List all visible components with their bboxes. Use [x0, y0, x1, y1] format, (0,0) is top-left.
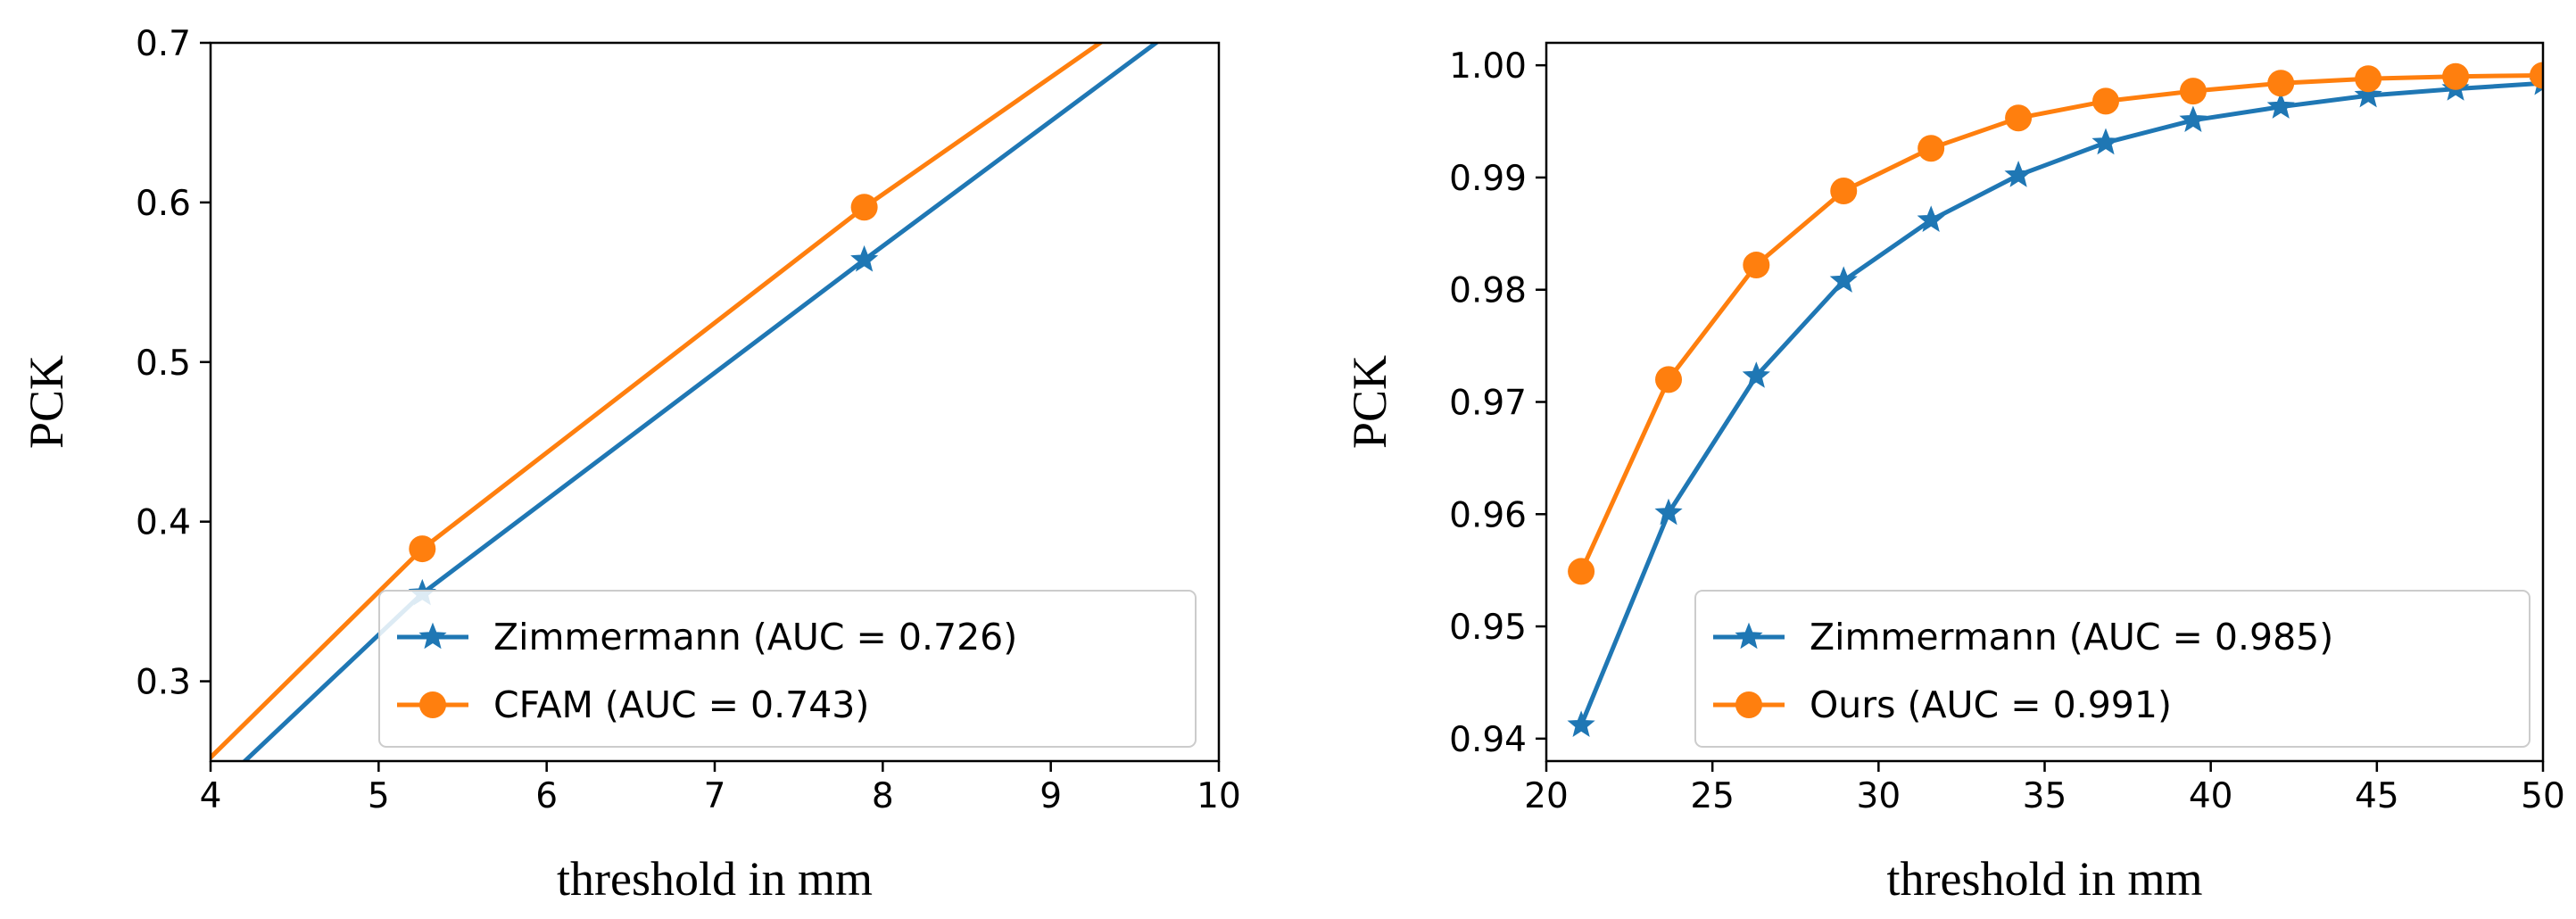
y-tick-label: 0.94: [1449, 720, 1527, 760]
data-point: [2179, 105, 2207, 133]
data-point: [1655, 366, 1683, 393]
data-point: [2442, 62, 2470, 90]
x-tick-label: 10: [1197, 776, 1241, 816]
legend-label: Ours (AUC = 0.991): [1810, 683, 2172, 726]
series-line-1: [1578, 80, 2543, 726]
y-tick-label: 0.99: [1449, 159, 1527, 199]
data-point: [1654, 498, 1683, 526]
x-tick-label: 4: [200, 776, 222, 816]
x-tick-label: 40: [2189, 776, 2233, 816]
data-point: [1830, 178, 1858, 205]
data-point: [2091, 128, 2120, 155]
x-tick-label: 7: [704, 776, 726, 816]
legend-marker: [418, 622, 447, 650]
y-tick-label: 0.96: [1449, 495, 1527, 535]
legend-label: Zimmermann (AUC = 0.726): [493, 616, 1017, 658]
data-point: [1917, 205, 1945, 233]
data-point: [2179, 78, 2207, 105]
y-axis-title: PCK: [1343, 355, 1396, 449]
data-point: [1918, 135, 1945, 162]
data-point: [2354, 80, 2382, 108]
y-tick-label: 0.97: [1449, 384, 1527, 424]
y-tick-label: 0.98: [1449, 271, 1527, 311]
data-point: [2267, 70, 2295, 97]
data-point: [2530, 62, 2543, 89]
series-line-2: [1578, 73, 2543, 573]
y-tick-label: 0.95: [1449, 608, 1527, 648]
x-tick-label: 20: [1524, 776, 1569, 816]
data-point: [1742, 361, 1770, 388]
series-line-1: [241, 43, 1160, 761]
data-point: [409, 535, 436, 563]
data-point: [2004, 161, 2033, 187]
x-tick-label: 8: [872, 776, 894, 816]
x-tick-label: 5: [368, 776, 390, 816]
x-tick-label: 25: [1690, 776, 1735, 816]
y-tick-label: 0.5: [136, 344, 191, 384]
x-axis-title: threshold in mm: [557, 852, 873, 906]
y-tick-label: 0.4: [136, 503, 191, 543]
data-point: [1829, 266, 1858, 293]
y-axis-title: PCK: [20, 355, 73, 449]
y-tick-label: 0.3: [136, 663, 191, 703]
legend-marker: [419, 691, 446, 718]
legend-label: CFAM (AUC = 0.743): [493, 683, 869, 726]
plot-area: [1567, 62, 2543, 738]
data-point: [2005, 104, 2033, 132]
x-axis-title: threshold in mm: [1887, 852, 2203, 906]
data-point: [850, 194, 878, 221]
chart-panel-1: 4 5 6 7 8 9 10 0.3 0.4 0.5 0.6 0.7 threshold in mm PC…: [20, 24, 1241, 906]
data-point: [1567, 710, 1595, 738]
x-tick-label: 50: [2521, 776, 2565, 816]
data-point: [96, 843, 123, 870]
data-point: [2355, 65, 2382, 93]
legend-box: [1694, 590, 2530, 748]
x-tick-label: 35: [2023, 776, 2067, 816]
data-point: [1568, 558, 1595, 585]
legend: Zimmermann (AUC = 0.726) CFAM (AUC = 0.74…: [378, 590, 1197, 748]
data-point: [2266, 92, 2295, 119]
y-tick-label: 0.6: [136, 184, 191, 224]
data-point: [2092, 87, 2120, 115]
data-point: [1743, 252, 1770, 279]
x-tick-label: 9: [1040, 776, 1062, 816]
x-tick-label: 6: [535, 776, 558, 816]
x-tick-label: 30: [1857, 776, 1901, 816]
y-tick-label: 1.00: [1449, 46, 1527, 87]
x-tick-label: 45: [2355, 776, 2399, 816]
series-line-2: [211, 43, 1105, 761]
data-point: [97, 875, 123, 899]
plot-area: [96, 43, 1160, 899]
legend-box: [378, 590, 1197, 748]
legend-label: Zimmermann (AUC = 0.985): [1810, 616, 2333, 658]
data-point: [850, 244, 879, 272]
legend-marker: [1735, 622, 1763, 650]
y-tick-label: 0.7: [136, 24, 191, 64]
chart-panel-2: 20 25 30 35 40 45 50 0.94 0.95 0.96 0.97 0.98 0.99 1.…: [1343, 41, 2565, 906]
legend-marker: [1735, 691, 1762, 718]
legend: Zimmermann (AUC = 0.985) Ours (AUC = 0.99…: [1694, 590, 2530, 748]
